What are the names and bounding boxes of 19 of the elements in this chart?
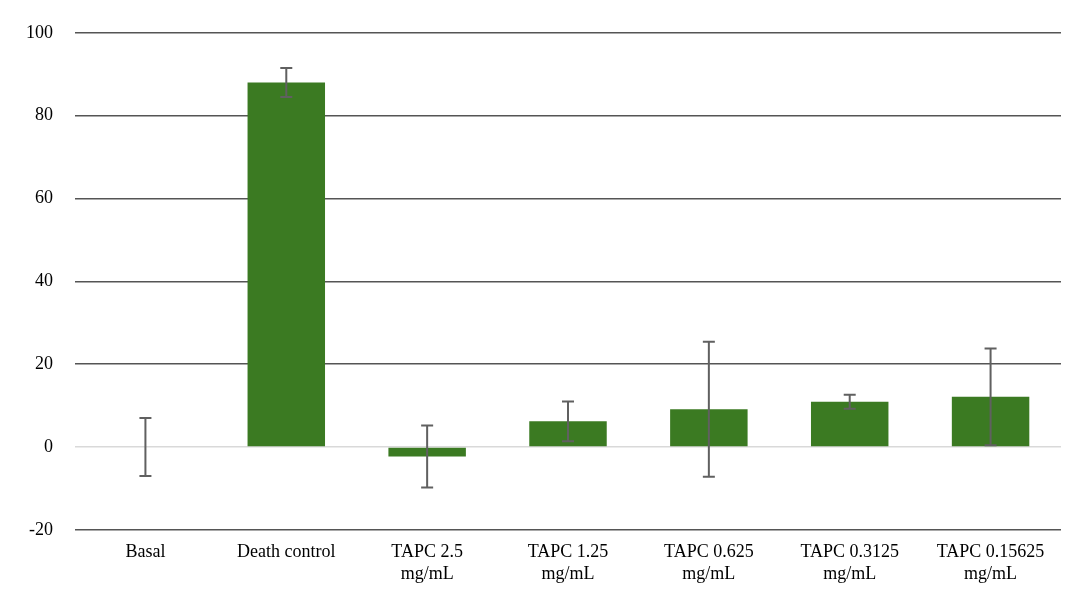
x-tick-label: TAPC 0.625 mg/mL — [664, 541, 754, 583]
bar — [670, 409, 748, 447]
bar — [529, 421, 607, 447]
y-tick-label: 100 — [26, 21, 53, 42]
y-tick-label: 80 — [35, 104, 53, 125]
x-tick-label: Death control — [237, 541, 336, 562]
y-tick-label: -20 — [29, 518, 53, 539]
bar — [247, 82, 326, 447]
y-tick-label: 40 — [35, 270, 53, 291]
y-tick-label: 0 — [44, 435, 53, 456]
x-tick-label: Basal — [125, 541, 166, 562]
x-tick-label: TAPC 0.15625 mg/mL — [936, 541, 1045, 583]
x-tick-label: TAPC 1.25 mg/mL — [527, 541, 609, 583]
x-tick-label: TAPC 0.3125 mg/mL — [800, 541, 899, 583]
bar — [810, 401, 889, 447]
x-tick-label: TAPC 2.5 mg/mL — [391, 541, 463, 583]
bar — [951, 396, 1030, 447]
y-tick-label: 60 — [35, 187, 53, 208]
y-tick-label: 20 — [35, 352, 53, 373]
